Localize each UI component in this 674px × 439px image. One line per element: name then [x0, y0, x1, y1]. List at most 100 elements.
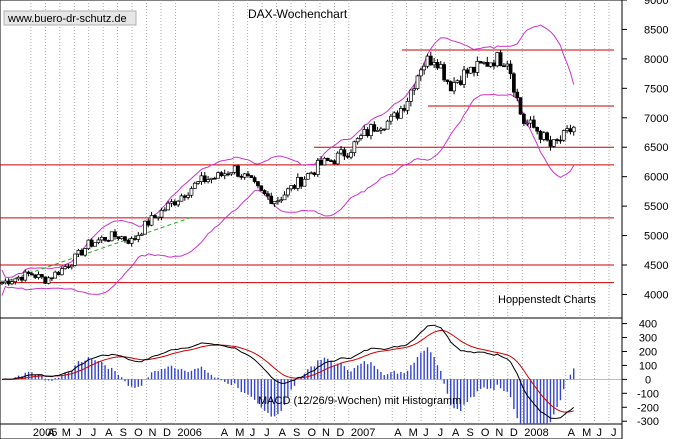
candle-body: [139, 233, 144, 236]
candle-body: [43, 276, 48, 284]
x-tick-label: N: [322, 427, 330, 439]
chart-title: DAX-Wochenchart: [248, 7, 348, 21]
candle-body: [349, 152, 353, 158]
candle-body: [322, 157, 327, 166]
candle-body: [505, 63, 510, 67]
candle-body: [123, 236, 127, 241]
candle-body: [163, 209, 167, 212]
candle-body: [478, 61, 483, 64]
candle-body: [555, 139, 559, 141]
candle-body: [402, 108, 407, 111]
x-tick-label: 2005: [33, 427, 57, 439]
candle-body: [113, 231, 117, 237]
candle-body: [295, 177, 300, 189]
candle-body: [492, 62, 496, 67]
candle-body: [482, 62, 486, 64]
x-tick-label: A: [279, 427, 287, 439]
candle-body: [385, 120, 390, 130]
candle-body: [76, 249, 81, 255]
candle-body: [512, 73, 516, 93]
candle-body: [365, 129, 370, 137]
candle-body: [475, 61, 480, 73]
candle-body: [53, 271, 58, 279]
x-tick-label: D: [336, 427, 344, 439]
watermark-box: [3, 10, 137, 26]
candle-body: [252, 177, 257, 182]
x-tick-label: A: [105, 427, 113, 439]
candle-body: [289, 185, 294, 190]
candle-body: [63, 266, 68, 270]
macd-y-tick-label: 400: [639, 319, 657, 331]
candle-body: [292, 185, 297, 189]
candle-body: [236, 165, 240, 177]
candle-body: [325, 157, 330, 161]
candle-body: [518, 97, 523, 115]
candle-body: [36, 274, 41, 278]
candle-body: [16, 276, 21, 280]
candle-body: [435, 62, 440, 69]
x-axis-strip: [0, 423, 623, 439]
candle-body: [133, 238, 137, 240]
macd-signal-line: [1, 329, 574, 413]
candle-body: [462, 69, 466, 85]
candle-body: [106, 240, 111, 242]
candlestick-series: [0, 49, 576, 286]
candle-body: [279, 199, 284, 202]
candle-body: [266, 193, 270, 197]
x-tick-label: O: [481, 427, 490, 439]
watermark: www.buero-dr-schutz.de: [7, 13, 127, 25]
candle-body: [502, 65, 506, 68]
candle-body: [232, 165, 237, 173]
y-tick-label: 8000: [644, 54, 668, 66]
x-tick-label: A: [394, 427, 402, 439]
candle-body: [159, 210, 164, 218]
candle-body: [541, 132, 546, 140]
candle-body: [389, 115, 393, 122]
x-tick-label: J: [597, 427, 603, 439]
candle-body: [405, 100, 410, 111]
candle-body: [359, 135, 363, 139]
macd-title: MACD (12/26/9-Wochen) mit Histogramm: [258, 395, 461, 407]
candle-body: [272, 201, 277, 204]
candle-body: [335, 152, 340, 165]
candle-body: [445, 79, 450, 82]
candle-body: [126, 239, 131, 244]
candle-body: [332, 160, 337, 165]
macd-y-tick-label: -200: [637, 402, 659, 414]
candle-body: [40, 274, 44, 278]
x-tick-label: J: [76, 427, 82, 439]
candle-body: [412, 88, 417, 91]
candle-body: [66, 266, 71, 268]
x-tick-label: 2006: [177, 427, 201, 439]
candle-body: [452, 82, 456, 92]
candle-body: [352, 141, 357, 153]
candle-body: [545, 132, 549, 141]
x-tick-label: A: [47, 427, 55, 439]
price-panel: [0, 0, 623, 319]
candle-body: [375, 130, 380, 132]
x-tick-label: J: [91, 427, 97, 439]
y-tick-label: 9000: [644, 0, 668, 7]
candle-body: [50, 277, 54, 280]
candle-body: [425, 55, 430, 67]
candle-body: [239, 175, 244, 178]
candle-body: [418, 69, 423, 77]
x-tick-label: A: [221, 427, 229, 439]
candle-body: [495, 52, 500, 67]
candle-body: [109, 231, 114, 242]
candle-body: [558, 139, 563, 142]
candle-body: [46, 277, 51, 284]
x-tick-label: M: [409, 427, 418, 439]
candle-body: [568, 128, 573, 133]
candle-body: [362, 129, 367, 136]
candle-body: [282, 194, 287, 201]
candle-body: [26, 271, 31, 275]
candle-body: [515, 91, 520, 98]
candle-body: [259, 185, 264, 191]
candle-body: [216, 172, 220, 179]
candle-body: [395, 112, 400, 119]
x-tick-label: S: [120, 427, 127, 439]
candle-body: [551, 139, 556, 147]
lower-band: [1, 93, 575, 296]
candle-body: [269, 195, 274, 204]
